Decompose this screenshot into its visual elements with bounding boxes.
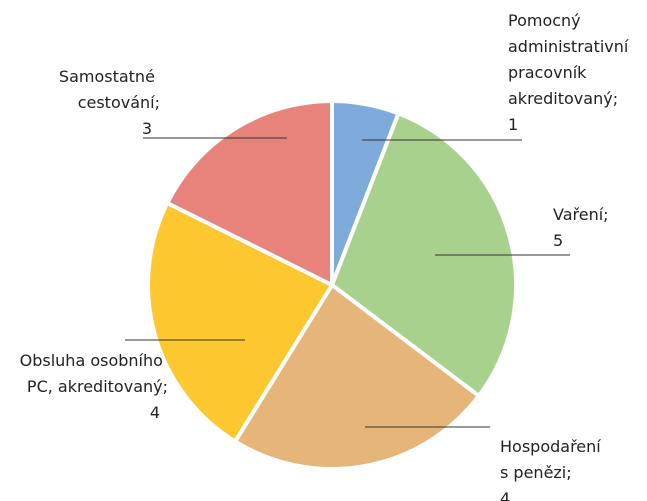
slice-label: Obsluha osobního PC, akreditovaný; — [20, 351, 168, 396]
slice-label: Vaření; — [553, 205, 609, 224]
pie-slice — [330, 111, 518, 398]
label-line: Samostatné — [59, 67, 160, 86]
value-label: 5 — [553, 231, 563, 250]
label-line: cestování; — [78, 93, 160, 112]
value-label: 4 — [150, 403, 160, 422]
label-line: PC, akreditovaný; — [27, 377, 168, 396]
label-line: s penězi; — [500, 463, 572, 482]
label-line: Vaření; — [553, 205, 609, 224]
value-label: 4 — [500, 489, 510, 501]
slice-label: Samostatné cestování; — [59, 67, 160, 112]
value-label: 1 — [508, 115, 518, 134]
pie-slice — [233, 283, 481, 471]
label-line: Obsluha osobního — [20, 351, 168, 370]
label-line: pracovník — [508, 63, 592, 82]
label-line: akreditovaný; — [508, 89, 618, 108]
pie-slice — [165, 99, 334, 287]
slice-label: Hospodaření s penězi; — [500, 437, 606, 482]
label-line: Pomocný — [508, 11, 586, 30]
label-line: administrativní — [508, 37, 633, 56]
label-line: Hospodaření — [500, 437, 606, 456]
value-label: 3 — [142, 119, 152, 138]
slice-label: Pomocný administrativní pracovník akredi… — [508, 11, 633, 108]
